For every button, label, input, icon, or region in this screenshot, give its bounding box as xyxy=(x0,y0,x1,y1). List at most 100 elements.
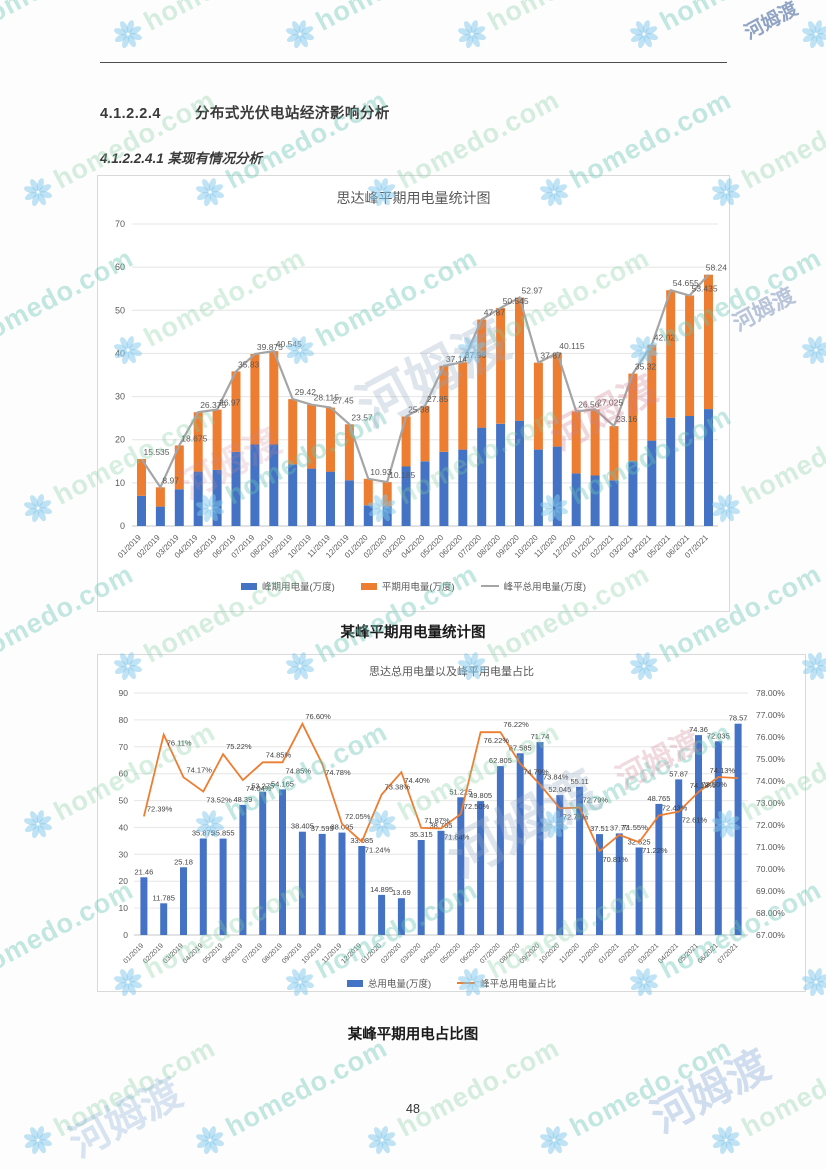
svg-text:74.79%: 74.79% xyxy=(523,768,549,777)
header-rule xyxy=(100,62,727,63)
svg-text:48.765: 48.765 xyxy=(647,794,670,803)
chart2-plot: 0 10 20 30 40 50 60 70 80 90 67.00% 68.00% 69.00% 70.… xyxy=(98,679,805,978)
svg-text:58.24: 58.24 xyxy=(706,263,728,273)
svg-text:14.895: 14.895 xyxy=(370,885,393,894)
watermark-brand-text: homedo.com xyxy=(0,0,139,38)
svg-text:76.22%: 76.22% xyxy=(503,720,529,729)
svg-text:07/2020: 07/2020 xyxy=(479,942,502,965)
peak-series-swatch xyxy=(241,582,257,590)
svg-text:70.00%: 70.00% xyxy=(756,864,785,874)
svg-text:74.04%: 74.04% xyxy=(246,784,272,793)
svg-text:20: 20 xyxy=(115,435,125,445)
page-number: 48 xyxy=(406,1102,420,1116)
svg-text:54.655: 54.655 xyxy=(673,278,699,288)
svg-text:57.87: 57.87 xyxy=(669,769,688,778)
watermark-tile: homedo.com xyxy=(0,0,139,54)
svg-text:12/2019: 12/2019 xyxy=(340,942,363,965)
svg-text:38.765: 38.765 xyxy=(430,821,453,830)
svg-text:76.11%: 76.11% xyxy=(167,739,192,748)
svg-text:76.00%: 76.00% xyxy=(756,732,785,742)
total-usage-swatch xyxy=(346,979,363,987)
legend-label: 峰平总用电量(万度) xyxy=(503,582,586,593)
watermark-tile: homedo.com xyxy=(795,0,826,54)
svg-text:74.13%: 74.13% xyxy=(710,766,736,775)
watermark-brand-text: homedo.com xyxy=(565,1032,737,1143)
svg-text:68.00%: 68.00% xyxy=(756,908,785,918)
svg-text:50: 50 xyxy=(115,305,125,315)
svg-text:69.00%: 69.00% xyxy=(756,886,785,896)
flower-logo-icon xyxy=(367,1125,396,1154)
svg-text:71.55%: 71.55% xyxy=(622,823,648,832)
svg-text:06/2019: 06/2019 xyxy=(221,942,244,965)
flower-logo-icon xyxy=(629,19,658,48)
watermark-brand-text: homedo.com xyxy=(139,0,311,38)
section-heading: 4.1.2.2.4 分布式光伏电站经济影响分析 xyxy=(100,102,390,123)
svg-text:30: 30 xyxy=(115,392,125,402)
watermark-brand-text: homedo.com xyxy=(483,0,655,38)
svg-text:77.00%: 77.00% xyxy=(756,710,785,720)
svg-text:37.51: 37.51 xyxy=(590,824,609,833)
svg-text:71.74: 71.74 xyxy=(531,732,550,741)
svg-text:15.535: 15.535 xyxy=(144,447,170,457)
svg-text:52.97: 52.97 xyxy=(522,286,544,296)
svg-text:05/2019: 05/2019 xyxy=(202,942,225,965)
svg-text:10: 10 xyxy=(115,478,125,488)
watermark-tile: homedo.com xyxy=(17,1033,221,1161)
watermark-tile: homedo.com xyxy=(451,0,655,54)
svg-text:29.42: 29.42 xyxy=(295,387,317,397)
svg-text:40: 40 xyxy=(119,822,129,832)
svg-text:48.39: 48.39 xyxy=(234,795,253,804)
chart2-legend: 总用电量(万度) 峰平总用电量占比 xyxy=(98,976,805,990)
svg-text:37.77: 37.77 xyxy=(610,823,629,832)
svg-text:02/2019: 02/2019 xyxy=(142,942,165,965)
legend-item-peak: 峰期用电量(万度) xyxy=(241,579,335,593)
svg-text:38.405: 38.405 xyxy=(291,822,314,831)
watermark-cn-text: 河姆渡 xyxy=(741,0,802,44)
svg-text:53.275: 53.275 xyxy=(251,782,274,791)
subsection-heading: 4.1.2.2.4.1 某现有情况分析 xyxy=(100,151,263,166)
chart2-figure: 思达总用电量以及峰平用电量占比 0 10 20 30 40 50 60 70 80 90 67.00… xyxy=(97,654,806,992)
chart1-plot: 0 10 20 30 40 50 60 70 01/2019 02/2019 03/2019 04/2… xyxy=(98,208,729,581)
watermark-tile: homedo.com xyxy=(189,1033,393,1161)
svg-text:60: 60 xyxy=(115,262,125,272)
flower-logo-icon xyxy=(23,177,52,206)
svg-text:75.00%: 75.00% xyxy=(756,754,785,764)
watermark-brand-text: homedo.com xyxy=(737,1032,826,1143)
svg-text:28.115: 28.115 xyxy=(314,393,340,403)
svg-text:67.00%: 67.00% xyxy=(756,930,785,940)
svg-text:74.78%: 74.78% xyxy=(325,768,351,777)
svg-text:18.675: 18.675 xyxy=(181,433,207,443)
svg-text:37.14: 37.14 xyxy=(446,354,468,364)
svg-text:74.85%: 74.85% xyxy=(286,766,312,775)
svg-text:40.115: 40.115 xyxy=(559,341,585,351)
flower-logo-icon xyxy=(23,809,52,838)
svg-text:01/2021: 01/2021 xyxy=(598,942,621,965)
svg-text:38.095: 38.095 xyxy=(331,823,354,832)
svg-text:26.97: 26.97 xyxy=(219,398,241,408)
svg-text:70: 70 xyxy=(115,219,125,229)
svg-text:62.805: 62.805 xyxy=(489,756,512,765)
svg-text:05/2021: 05/2021 xyxy=(677,942,700,965)
svg-text:71.87%: 71.87% xyxy=(424,816,450,825)
svg-text:76.22%: 76.22% xyxy=(484,736,510,745)
legend-label: 平期用电量(万度) xyxy=(381,582,455,593)
watermark-brand-text: homedo.com xyxy=(221,1032,393,1143)
svg-text:02/2021: 02/2021 xyxy=(618,942,641,965)
svg-text:74.00%: 74.00% xyxy=(756,776,785,786)
legend-label: 峰平总用电量占比 xyxy=(480,979,557,990)
svg-text:04/2021: 04/2021 xyxy=(657,942,680,965)
watermark-tile: homedo.com xyxy=(533,1033,737,1161)
svg-text:01/2020: 01/2020 xyxy=(360,942,383,965)
svg-text:35.32: 35.32 xyxy=(635,362,657,372)
svg-text:72.76%: 72.76% xyxy=(563,812,589,821)
svg-text:49.805: 49.805 xyxy=(469,791,492,800)
legend-item-total-usage: 总用电量(万度) xyxy=(346,976,431,990)
svg-text:26.56: 26.56 xyxy=(578,399,600,409)
watermark-tile: homedo.com xyxy=(107,0,311,54)
svg-text:05/2020: 05/2020 xyxy=(439,942,462,965)
svg-text:03/2020: 03/2020 xyxy=(400,942,423,965)
svg-text:25.38: 25.38 xyxy=(408,405,430,415)
svg-text:27.025: 27.025 xyxy=(597,397,623,407)
svg-text:54.165: 54.165 xyxy=(271,779,294,788)
